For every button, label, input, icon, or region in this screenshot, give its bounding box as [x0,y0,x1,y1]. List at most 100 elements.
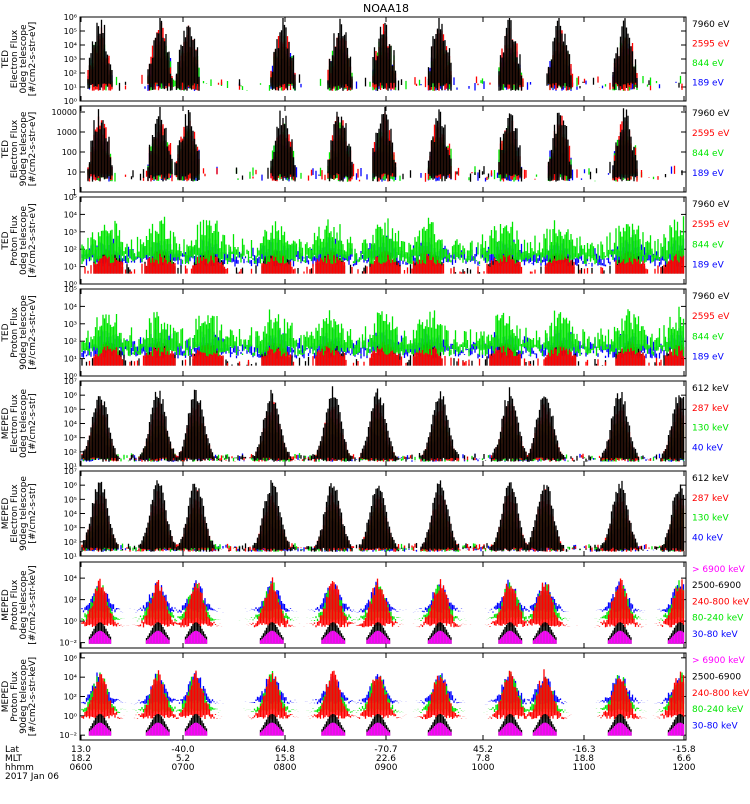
y-tick-label: 10⁷ [64,377,77,386]
y-tick-label: 10000 [52,108,77,117]
y-tick-label: 10² [64,245,77,254]
y-tick-label: 10⁰ [64,617,77,626]
x-tick-label: 45.2 [473,745,493,755]
plot-area [81,386,685,462]
y-axis-label-line: [#/cm2-s-str-eV] [28,22,38,97]
x-tick-label: 18.8 [574,754,594,764]
series-trace-green [81,216,685,265]
y-axis-label-line: Proton Flux [10,215,20,266]
y-tick-label: 10⁵ [64,193,77,202]
legend-entry: 287 keV [692,494,729,504]
x-tick-label: 6.6 [677,754,692,764]
y-axis-label-line: Electron Flux [10,484,20,543]
legend-entry: 40 keV [692,443,724,453]
legend-entry: 2595 eV [692,129,730,139]
series-trace-black [81,386,685,462]
legend-entry: 189 eV [692,353,725,363]
x-axis-row-label: 2017 Jan 06 [5,772,59,782]
legend-entry: > 6900 keV [692,656,746,666]
y-tick-label: 10⁶ [64,13,77,22]
legend-entry: 2500-6900 [692,581,741,591]
legend-entry: 844 eV [692,332,725,342]
series-trace-magenta [88,722,685,736]
legend-entry: 612 keV [692,384,729,394]
x-axis-row-label: Lat [5,745,20,755]
legend-entry: 7960 eV [692,20,730,30]
y-tick-label: 10² [64,448,77,457]
x-tick-label: 0900 [375,763,398,773]
y-tick-label: 10⁻² [59,639,77,648]
y-tick-label: 10¹ [64,552,77,561]
y-axis-label: MEPEDElectron Flux0deg telescope[#/cm2-s… [1,389,38,459]
panel-frame [79,105,687,193]
legend-entry: 40 keV [692,533,724,543]
y-tick-label: 10² [64,693,77,702]
y-axis-label: TEDElectron Flux90deg telescope[#/cm2-s-… [1,111,38,186]
legend-entry: > 6900 keV [692,565,746,575]
y-axis-label-line: MEPED [1,681,11,713]
y-tick-label: 10⁶ [64,481,77,490]
y-tick-label: 10⁻² [59,731,77,740]
y-tick-label: 10 [67,168,77,177]
y-tick-label: 10⁶ [64,391,77,400]
legend-entry: 844 eV [692,59,725,69]
series-trace-blue [81,579,685,613]
series-trace-red [81,669,685,720]
series-trace-black [81,480,685,552]
y-tick-label: 10³ [64,524,77,533]
y-axis-label-line: [#/cm2-s-str-eV] [28,295,38,370]
panel-5: 10¹ 10² 10³ 10⁴ 10⁵ 10⁶ 10⁷ MEPEDElectron Flux0… [1,377,729,471]
legend-entry: 7960 eV [692,109,730,119]
legend-entry: 30-80 keV [692,722,738,732]
y-tick-label: 10⁴ [64,420,77,429]
y-axis-label: TEDElectron Flux0deg telescope[#/cm2-s-s… [1,22,38,97]
y-axis-label: TEDProton Flux90deg telescope[#/cm2-s-st… [1,295,38,370]
panel-1: 10⁰ 10¹ 10² 10³ 10⁴ 10⁵ 10⁶ TEDElectron Flux0de… [1,13,730,106]
y-axis-label-line: [#/cm2-s-str-eV] [28,112,38,187]
panel-2: 1 10 100 1000 10000 TEDElectron Flux90deg tel… [1,105,730,197]
plot-area [81,306,685,366]
y-tick-label: 10⁴ [64,574,77,583]
legend-entry: 287 keV [692,404,729,414]
y-tick-label: 10¹ [64,462,77,471]
y-axis-label-line: MEPED [1,498,11,530]
y-tick-label: 10⁴ [64,673,77,682]
x-tick-label: -15.8 [672,745,696,755]
panel-8: 10⁻² 10⁰ 10² 10⁴ 10⁶ MEPEDProton Flux90deg te… [1,652,750,741]
x-tick-label: -40.0 [171,745,195,755]
y-tick-label: 10³ [64,55,77,64]
y-tick-label: 10³ [64,228,77,237]
y-axis-label-line: TED [1,140,11,159]
y-tick-label: 10⁷ [64,467,77,476]
legend-entry: 240-800 keV [692,689,750,699]
y-axis-label-line: 0deg telescope [19,24,29,94]
panel-6: 10¹ 10² 10³ 10⁴ 10⁵ 10⁶ 10⁷ MEPEDElectron Flux9… [1,467,729,561]
y-tick-label: 10² [64,596,77,605]
y-axis-label-line: 0deg telescope [19,389,29,459]
plot-area [87,18,683,91]
y-axis-label: MEPEDProton Flux90deg telescope[#/cm2-s-… [1,657,38,736]
y-axis-label-line: Electron Flux [10,29,20,88]
legend-entry: 240-800 keV [692,597,750,607]
panel-frame [79,196,687,285]
y-axis-label: TEDProton Flux0deg telescope[#/cm2-s-str… [1,203,38,278]
legend-entry: 189 eV [692,261,725,271]
y-axis-label-line: 90deg telescope [19,295,29,370]
legend-entry: 7960 eV [692,292,730,302]
x-axis-row-label: hhmm [5,763,34,773]
y-tick-label: 10⁵ [64,27,77,36]
y-tick-label: 10⁰ [64,712,77,721]
panel-7: 10⁻² 10⁰ 10² 10⁴ MEPEDProton Flux0deg telesc… [1,561,750,649]
plot-area [87,107,683,182]
y-axis-label-line: Proton Flux [10,579,20,630]
legend-entry: 130 keV [692,514,729,524]
plot-area [81,216,685,274]
legend-entry: 2595 eV [692,220,730,230]
legend-entry: 80-240 keV [692,614,744,624]
y-axis-label-line: [#/cm2-s-str] [28,483,38,543]
y-axis-label-line: Proton Flux [10,307,20,358]
legend-entry: 7960 eV [692,200,730,210]
y-axis-label-line: TED [1,323,11,342]
